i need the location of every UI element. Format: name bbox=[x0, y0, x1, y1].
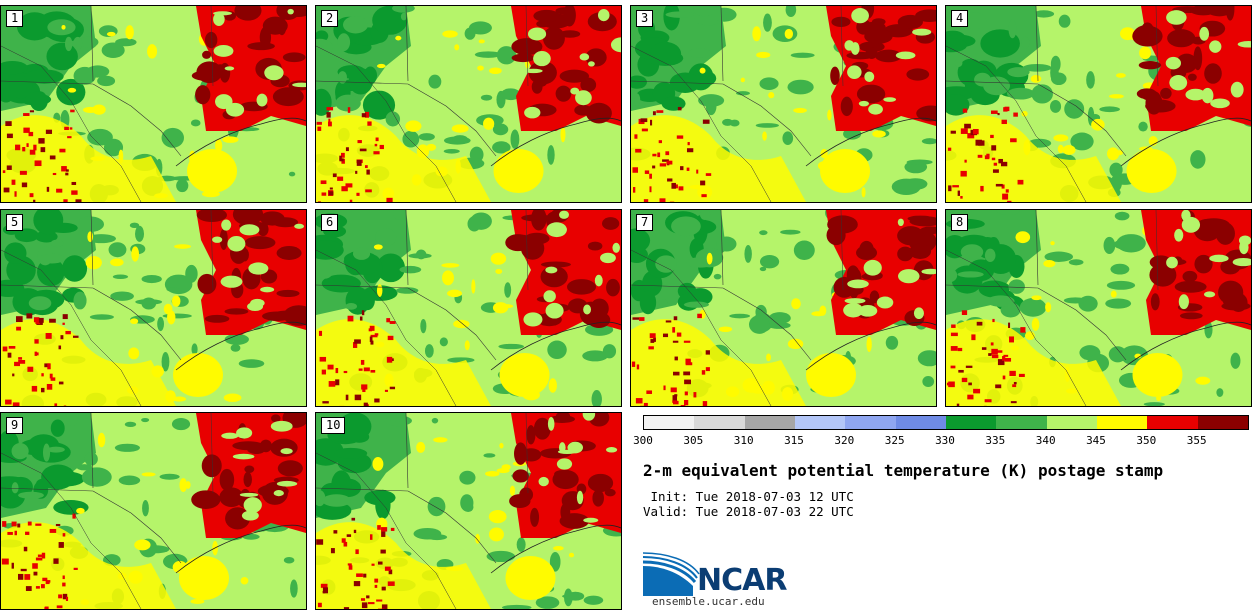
colorbar-tick-label: 330 bbox=[935, 434, 955, 447]
colorbar-tick-label: 315 bbox=[784, 434, 804, 447]
colorbar-tick-label: 325 bbox=[884, 434, 905, 447]
ensemble-member-panel-9: 9 bbox=[0, 412, 307, 610]
site-url: ensemble.ucar.edu bbox=[652, 595, 765, 608]
ensemble-member-panel-1: 1 bbox=[0, 5, 307, 203]
colorbar-segment bbox=[1197, 416, 1248, 429]
colorbar-segment bbox=[694, 416, 745, 429]
colorbar-segment bbox=[845, 416, 896, 429]
member-label: 9 bbox=[6, 417, 24, 434]
colorbar-tick-label: 350 bbox=[1136, 434, 1157, 447]
ensemble-member-panel-5: 5 bbox=[0, 209, 307, 407]
ensemble-member-panel-3: 3 bbox=[630, 5, 937, 203]
member-label: 1 bbox=[6, 10, 24, 27]
colorbar-segment bbox=[644, 416, 695, 429]
member-label: 7 bbox=[636, 214, 654, 231]
colorbar-segment bbox=[1096, 416, 1148, 429]
colorbar-tick-label: 300 bbox=[633, 434, 653, 447]
theta-e-map bbox=[631, 210, 936, 406]
theta-e-map bbox=[631, 6, 936, 202]
theta-e-map bbox=[946, 210, 1251, 406]
ensemble-member-panel-10: 10 bbox=[315, 412, 622, 610]
colorbar-segment bbox=[996, 416, 1047, 429]
theta-e-map bbox=[1, 413, 306, 609]
colorbar-tick-label: 355 bbox=[1186, 434, 1207, 447]
member-label: 8 bbox=[951, 214, 969, 231]
ensemble-member-panel-6: 6 bbox=[315, 209, 622, 407]
ncar-wordmark: NCAR bbox=[697, 563, 787, 598]
colorbar-tick-label: 335 bbox=[985, 434, 1006, 447]
colorbar-tick-label: 320 bbox=[834, 434, 855, 447]
colorbar-segment bbox=[945, 416, 997, 429]
member-label: 10 bbox=[321, 417, 346, 434]
ensemble-member-panel-4: 4 bbox=[945, 5, 1252, 203]
colorbar-segment bbox=[794, 416, 846, 429]
member-label: 6 bbox=[321, 214, 339, 231]
valid-time: Valid: Tue 2018-07-03 22 UTC bbox=[643, 504, 854, 519]
colorbar-segment bbox=[1046, 416, 1097, 429]
colorbar-segment bbox=[1147, 416, 1198, 429]
member-label: 4 bbox=[951, 10, 969, 27]
ensemble-member-panel-7: 7 bbox=[630, 209, 937, 407]
colorbar-tick-label: 310 bbox=[733, 434, 754, 447]
member-label: 2 bbox=[321, 10, 339, 27]
member-label: 5 bbox=[6, 214, 24, 231]
ensemble-member-panel-8: 8 bbox=[945, 209, 1252, 407]
theta-e-map bbox=[946, 6, 1251, 202]
ensemble-member-panel-2: 2 bbox=[315, 5, 622, 203]
colorbar-segment bbox=[895, 416, 946, 429]
theta-e-map bbox=[1, 210, 306, 406]
theta-e-map bbox=[316, 6, 621, 202]
colorbar-tick-label: 345 bbox=[1086, 434, 1106, 447]
theta-e-map bbox=[1, 6, 306, 202]
member-label: 3 bbox=[636, 10, 654, 27]
colorbar-tick-label: 305 bbox=[683, 434, 704, 447]
theta-e-map bbox=[316, 210, 621, 406]
figure-title: 2-m equivalent potential temperature (K)… bbox=[643, 461, 1164, 480]
init-time: Init: Tue 2018-07-03 12 UTC bbox=[643, 489, 854, 504]
theta-e-map bbox=[316, 413, 621, 609]
ncar-logo-icon bbox=[643, 552, 700, 596]
colorbar bbox=[643, 415, 1249, 430]
colorbar-tick-label: 340 bbox=[1035, 434, 1056, 447]
colorbar-segment bbox=[744, 416, 795, 429]
